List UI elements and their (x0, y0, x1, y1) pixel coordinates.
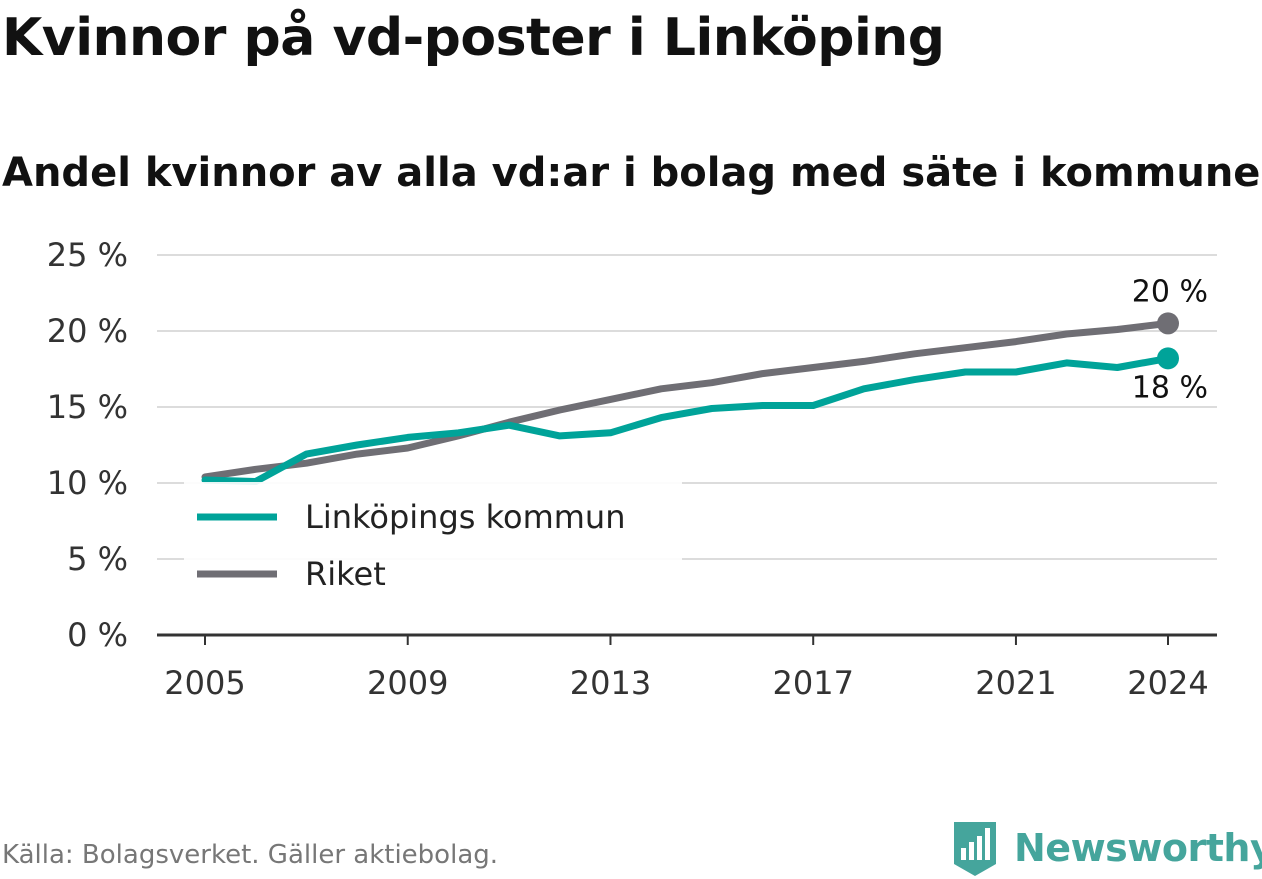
source-note: Källa: Bolagsverket. Gäller aktiebolag. (2, 840, 499, 870)
brand-logo: Newsworthy (950, 818, 1262, 878)
legend-label: Riket (305, 555, 386, 593)
x-tick-label: 2024 (1127, 664, 1208, 702)
y-tick-label: 25 % (47, 236, 128, 274)
legend-box (184, 482, 682, 600)
x-tick-label: 2021 (975, 664, 1056, 702)
x-tick-label: 2009 (367, 664, 448, 702)
legend-label: Linköpings kommun (305, 498, 625, 536)
series-line-linkoping (201, 354, 1172, 485)
y-axis: 0 % 5 % 10 % 15 % 20 % 25 % (47, 236, 128, 654)
series-end-point (1157, 347, 1179, 370)
y-tick-label: 20 % (47, 312, 128, 350)
y-tick-label: 15 % (47, 388, 128, 426)
chart-title: Kvinnor på vd-poster i Linköping (2, 8, 945, 68)
series-end-point (1157, 312, 1179, 335)
series-lines: 20 % 18 % (201, 274, 1208, 485)
x-tick-label: 2013 (570, 664, 651, 702)
end-value-label: 20 % (1132, 274, 1208, 309)
newsworthy-icon (954, 822, 996, 876)
x-tick-label: 2005 (164, 664, 245, 702)
x-axis: 2005 2009 2013 2017 2021 2024 (157, 633, 1217, 702)
chart-subtitle: Andel kvinnor av alla vd:ar i bolag med … (2, 150, 1262, 196)
legend: Linköpings kommun Riket (184, 482, 682, 600)
y-tick-label: 10 % (47, 464, 128, 502)
y-tick-label: 5 % (67, 540, 128, 578)
brand-name: Newsworthy (1014, 826, 1262, 870)
y-tick-label: 0 % (67, 616, 128, 654)
x-tick-label: 2017 (772, 664, 853, 702)
end-value-label: 18 % (1132, 370, 1208, 405)
series-line-riket (201, 319, 1172, 481)
